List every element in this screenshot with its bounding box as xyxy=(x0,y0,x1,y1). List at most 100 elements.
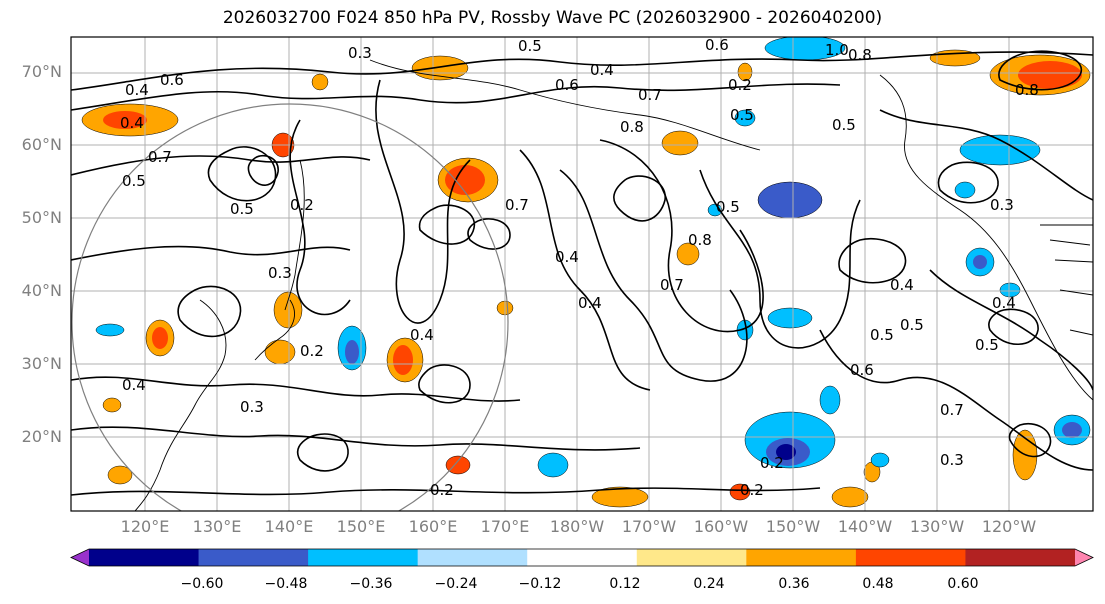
positive-anomaly-patch xyxy=(591,486,649,508)
lat-label: 20°N xyxy=(21,427,62,446)
lon-label: 150°E xyxy=(336,517,386,536)
lon-label: 120°W xyxy=(981,517,1037,536)
colorbar-tick-label: −0.60 xyxy=(180,576,224,592)
negative-anomaly-patch xyxy=(537,452,569,478)
positive-anomaly-core xyxy=(1018,61,1082,89)
positive-anomaly-patch xyxy=(737,62,753,82)
contour-label: 0.2 xyxy=(300,342,324,360)
lon-label: 180°W xyxy=(549,517,605,536)
negative-anomaly-patch xyxy=(959,134,1041,166)
contour-label: 0.4 xyxy=(578,294,602,312)
positive-anomaly-patch xyxy=(102,397,122,413)
contour-label: 0.6 xyxy=(555,76,579,94)
colorbar xyxy=(70,548,1094,567)
lat-label: 60°N xyxy=(21,135,62,154)
positive-anomaly-core xyxy=(393,345,413,375)
positive-anomaly-patch xyxy=(273,291,303,329)
lon-label: 160°E xyxy=(408,517,458,536)
contour-label: 0.5 xyxy=(122,172,146,190)
colorbar-tick-label: −0.48 xyxy=(264,576,308,592)
colorbar-extend-low xyxy=(71,549,89,566)
contour-label: 0.8 xyxy=(620,118,644,136)
plot-frame xyxy=(70,36,1094,512)
lat-label: 30°N xyxy=(21,354,62,373)
colorbar-segment xyxy=(198,549,309,566)
positive-anomaly-core xyxy=(103,111,147,129)
positive-anomaly-core xyxy=(445,455,471,475)
graticule xyxy=(71,37,1093,511)
coastlines xyxy=(134,59,1093,511)
contour-label: 0.2 xyxy=(760,454,784,472)
negative-anomaly-patch xyxy=(999,282,1021,298)
colorbar-tick-label: 0.12 xyxy=(609,576,641,592)
contour-label: 0.5 xyxy=(518,37,542,55)
colorbar-extend-high xyxy=(1075,549,1093,566)
map-title: 2026032700 F024 850 hPa PV, Rossby Wave … xyxy=(222,8,883,28)
contour-label: 0.4 xyxy=(992,294,1016,312)
contour-label: 0.7 xyxy=(505,196,529,214)
lon-label: 170°W xyxy=(621,517,677,536)
pv-shading xyxy=(81,37,1091,508)
negative-anomaly-patch xyxy=(954,181,976,199)
positive-anomaly-patch xyxy=(264,339,296,365)
colorbar-segment xyxy=(417,549,528,566)
lon-label: 120°E xyxy=(120,517,170,536)
colorbar-tick-label: −0.36 xyxy=(349,576,393,592)
contour-label: 0.4 xyxy=(555,248,579,266)
contour-label: 0.3 xyxy=(990,196,1014,214)
negative-anomaly-patch xyxy=(767,307,813,329)
colorbar-outline xyxy=(70,548,1094,567)
lat-label: 70°N xyxy=(21,62,62,81)
colorbar-segment xyxy=(855,549,966,566)
lon-label: 130°E xyxy=(192,517,242,536)
colorbar-segment xyxy=(965,549,1076,566)
contour-label: 0.3 xyxy=(268,264,292,282)
colorbar-segment xyxy=(527,549,638,566)
contour-label: 0.5 xyxy=(716,198,740,216)
positive-anomaly-patch xyxy=(676,242,700,266)
contour-label: 0.3 xyxy=(240,398,264,416)
lon-label: 170°E xyxy=(480,517,530,536)
pv-contours xyxy=(71,50,1093,496)
lon-label: 130°W xyxy=(909,517,965,536)
colorbar-tick-label: 0.36 xyxy=(778,576,810,592)
negative-anomaly-core xyxy=(973,255,987,269)
contour-label: 0.8 xyxy=(688,231,712,249)
colorbar-tick-label: 0.48 xyxy=(862,576,894,592)
contour-label: 0.7 xyxy=(940,401,964,419)
positive-anomaly-patch xyxy=(831,486,869,508)
contour-label: 0.3 xyxy=(348,44,372,62)
contour-label: 0.2 xyxy=(740,481,764,499)
contour-label: 0.4 xyxy=(590,61,614,79)
contour-label: 0.5 xyxy=(975,336,999,354)
contour-label: 0.4 xyxy=(122,376,146,394)
negative-anomaly-patch xyxy=(95,323,125,337)
range-circle xyxy=(71,103,509,511)
colorbar-tick-label: −0.12 xyxy=(518,576,562,592)
colorbar-tick-label: 0.60 xyxy=(947,576,979,592)
contour-label: 0.5 xyxy=(230,200,254,218)
colorbar-segment xyxy=(308,549,419,566)
contour-label: 0.8 xyxy=(848,46,872,64)
contour-label: 1.0 xyxy=(825,41,849,59)
contour-label: 0.2 xyxy=(728,76,752,94)
contour-label: 0.2 xyxy=(290,196,314,214)
negative-anomaly-patch xyxy=(734,109,756,127)
contour-label: 0.6 xyxy=(850,361,874,379)
positive-anomaly-patch xyxy=(107,465,133,485)
colorbar-segment xyxy=(89,549,200,566)
contour-label: 0.4 xyxy=(410,326,434,344)
positive-anomaly-patch xyxy=(661,130,699,156)
colorbar-segment xyxy=(746,549,857,566)
contour-label: 0.4 xyxy=(125,81,149,99)
negative-anomaly-patch xyxy=(819,385,841,415)
contour-label: 0.4 xyxy=(890,276,914,294)
negative-anomaly-patch xyxy=(870,452,890,468)
contour-label: 0.5 xyxy=(832,116,856,134)
contour-label: 0.3 xyxy=(940,451,964,469)
contour-label: 0.2 xyxy=(430,481,454,499)
colorbar-tick-label: −0.24 xyxy=(434,576,478,592)
contour-label: 0.7 xyxy=(660,276,684,294)
positive-anomaly-core xyxy=(445,165,485,195)
